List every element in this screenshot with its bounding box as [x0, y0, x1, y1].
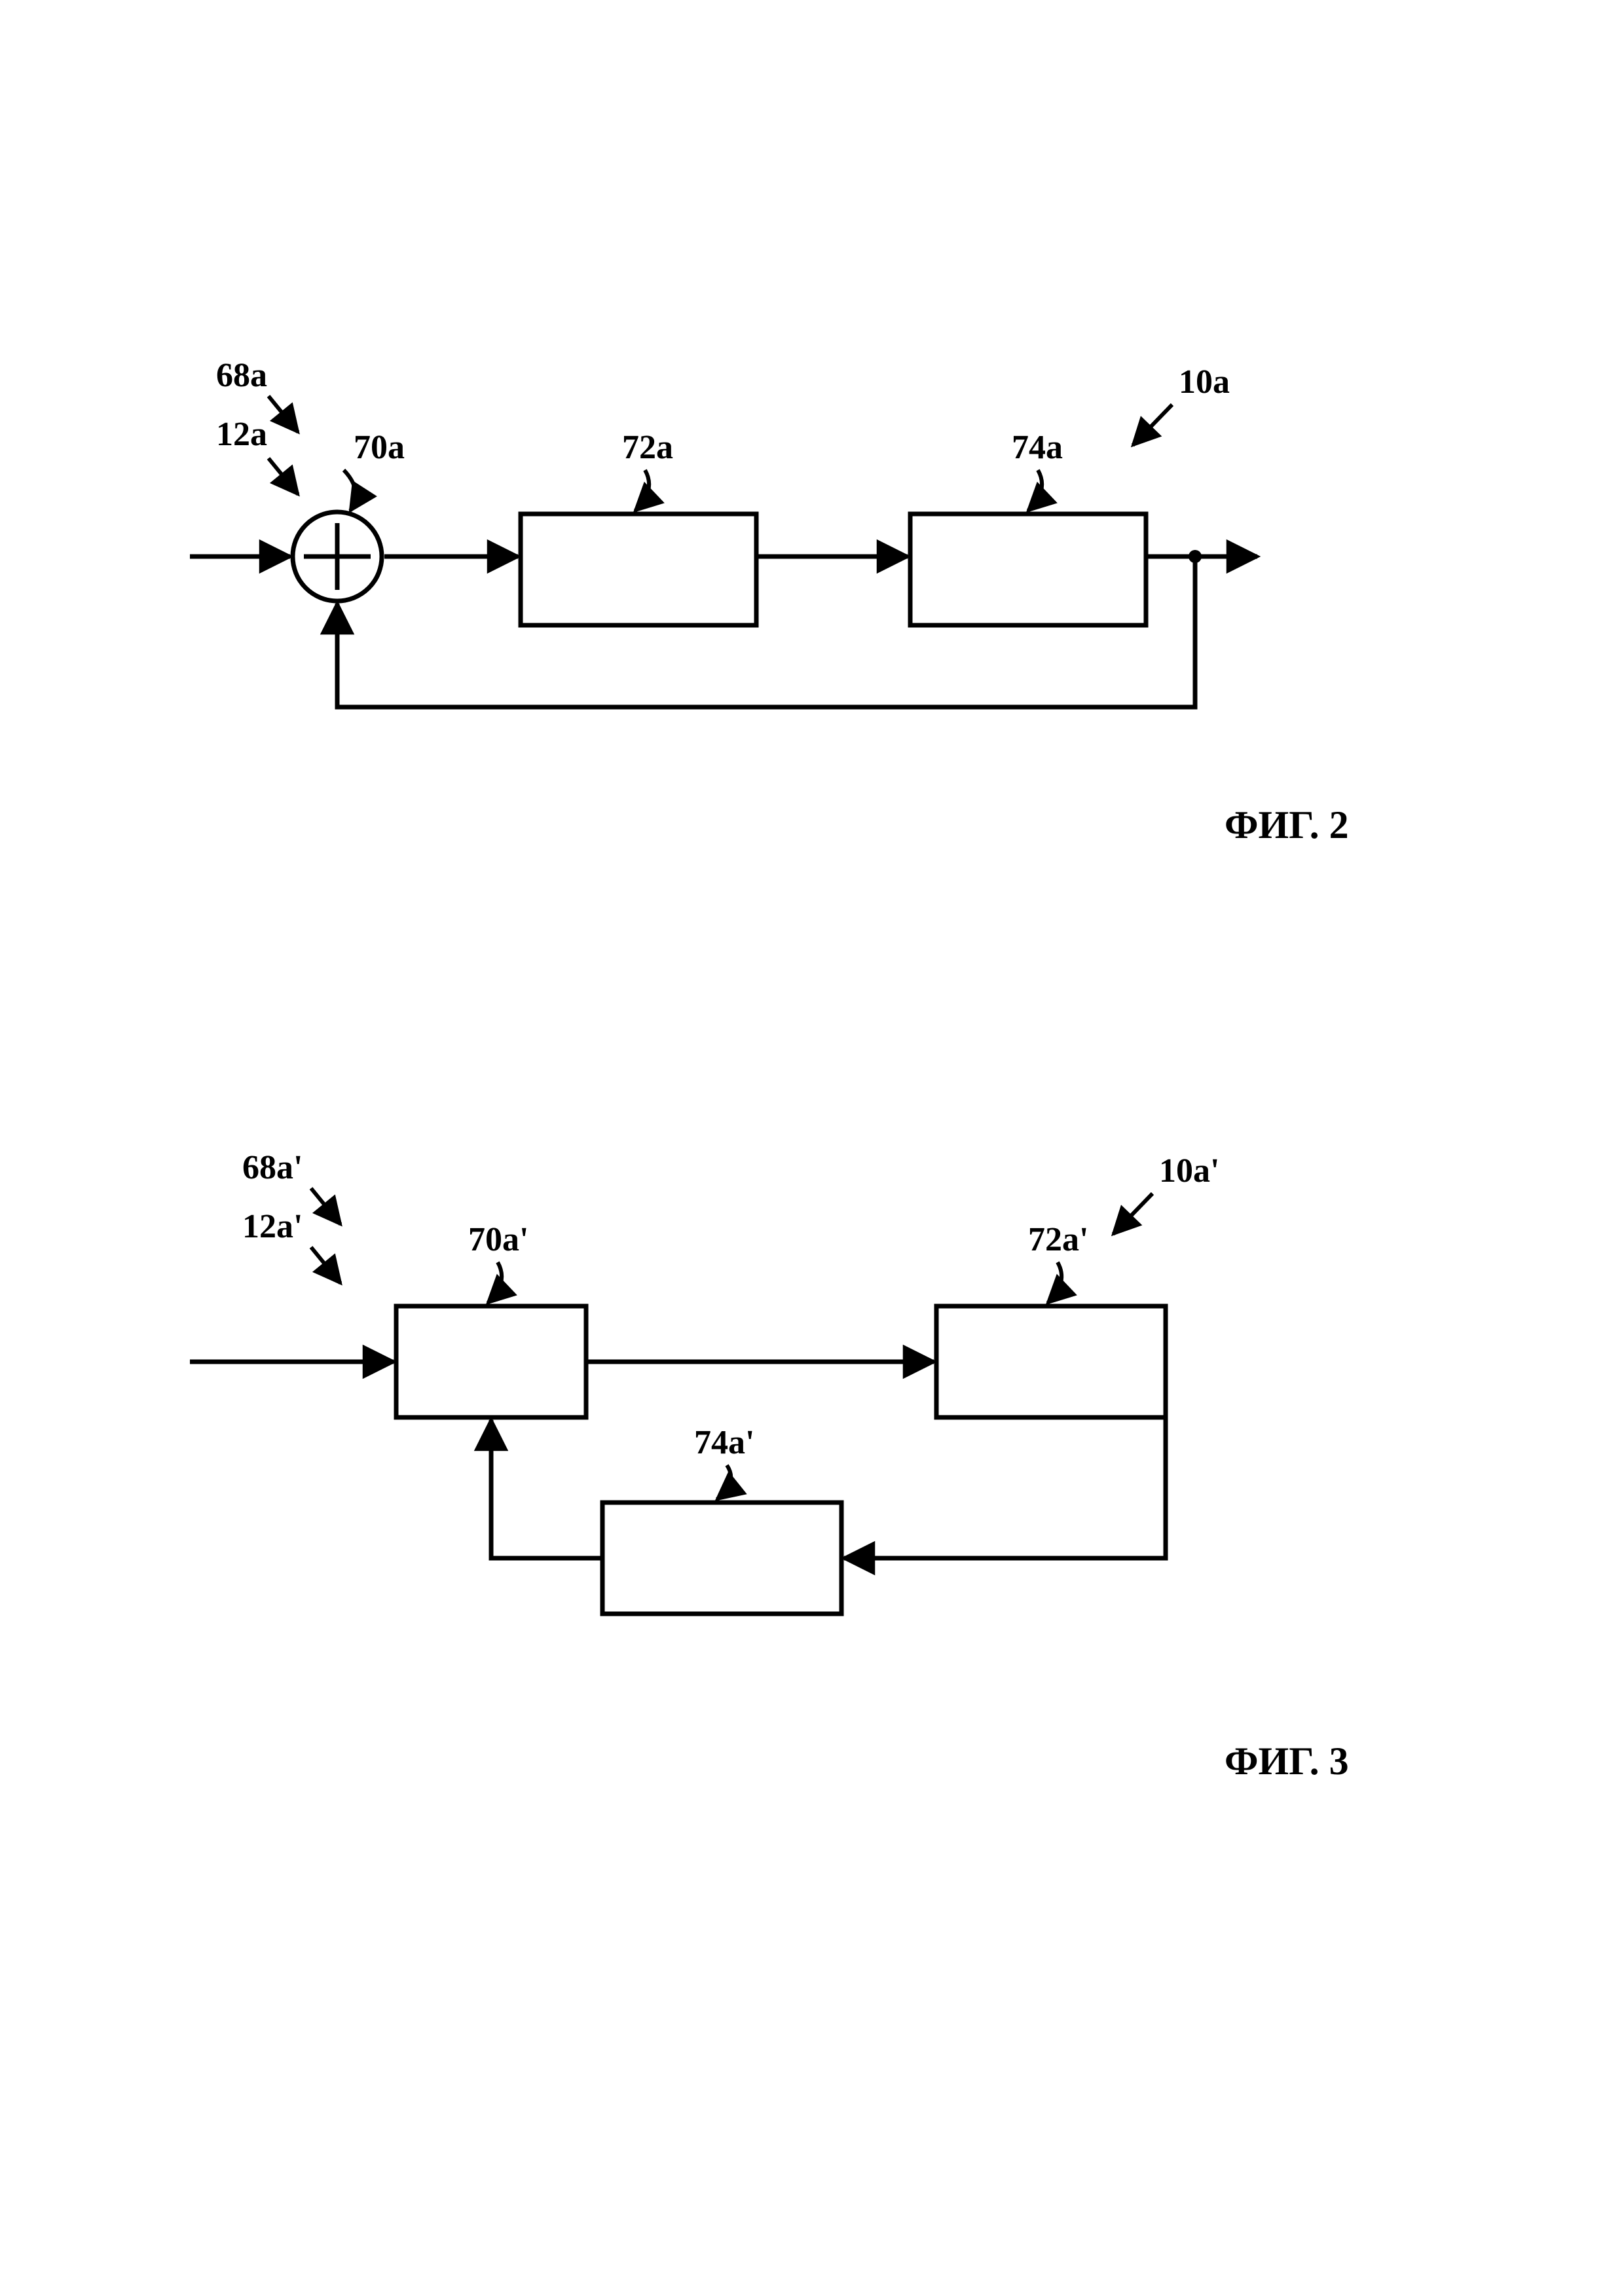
label-leader [311, 1247, 341, 1283]
fig3-block-74a [602, 1503, 841, 1614]
fig3-label-l68a: 68a' [242, 1149, 303, 1186]
label-leader [268, 458, 298, 494]
fig3-arrow-72a-to-74a [844, 1362, 1166, 1558]
fig2-feedback-arrow [337, 556, 1195, 707]
fig3-label-l70a: 70a' [468, 1221, 528, 1258]
fig2-label-l68a: 68a [216, 357, 267, 394]
fig3-block-72a [936, 1306, 1166, 1417]
label-leader [268, 396, 298, 432]
fig3-block-70a [396, 1306, 586, 1417]
fig3-caption: ФИГ. 3 [1225, 1740, 1349, 1783]
diagram-canvas: 68a 12a 70a 72a 74a 10a ФИГ. 2 68a' 12a' 70a' 72a'… [0, 0, 1624, 2296]
label-leader [344, 470, 356, 511]
label-leader [1113, 1194, 1153, 1234]
fig3-label-l12a: 12a' [242, 1208, 303, 1245]
label-leader [311, 1188, 341, 1224]
fig2-label-l74a: 74a [1012, 429, 1063, 466]
fig2-label-l72a: 72a [622, 429, 673, 466]
fig2-block-74a [910, 514, 1146, 625]
fig3-label-l72a: 72a' [1028, 1221, 1088, 1258]
fig2-block-72a [521, 514, 756, 625]
label-leader [488, 1262, 502, 1303]
label-leader [1028, 470, 1042, 511]
label-leader [717, 1465, 731, 1499]
label-leader [1048, 1262, 1061, 1303]
label-leader [635, 470, 649, 511]
fig2-label-l10a: 10a [1179, 363, 1230, 401]
fig3-label-l10a: 10a' [1159, 1152, 1219, 1190]
fig2-label-l70a: 70a [354, 429, 405, 466]
fig2-label-l12a: 12a [216, 416, 267, 453]
label-leader [1133, 405, 1172, 445]
fig3-label-l74a: 74a' [694, 1424, 754, 1461]
fig2-caption: ФИГ. 2 [1225, 803, 1349, 847]
fig3-arrow-74a-to-70a [491, 1420, 602, 1558]
